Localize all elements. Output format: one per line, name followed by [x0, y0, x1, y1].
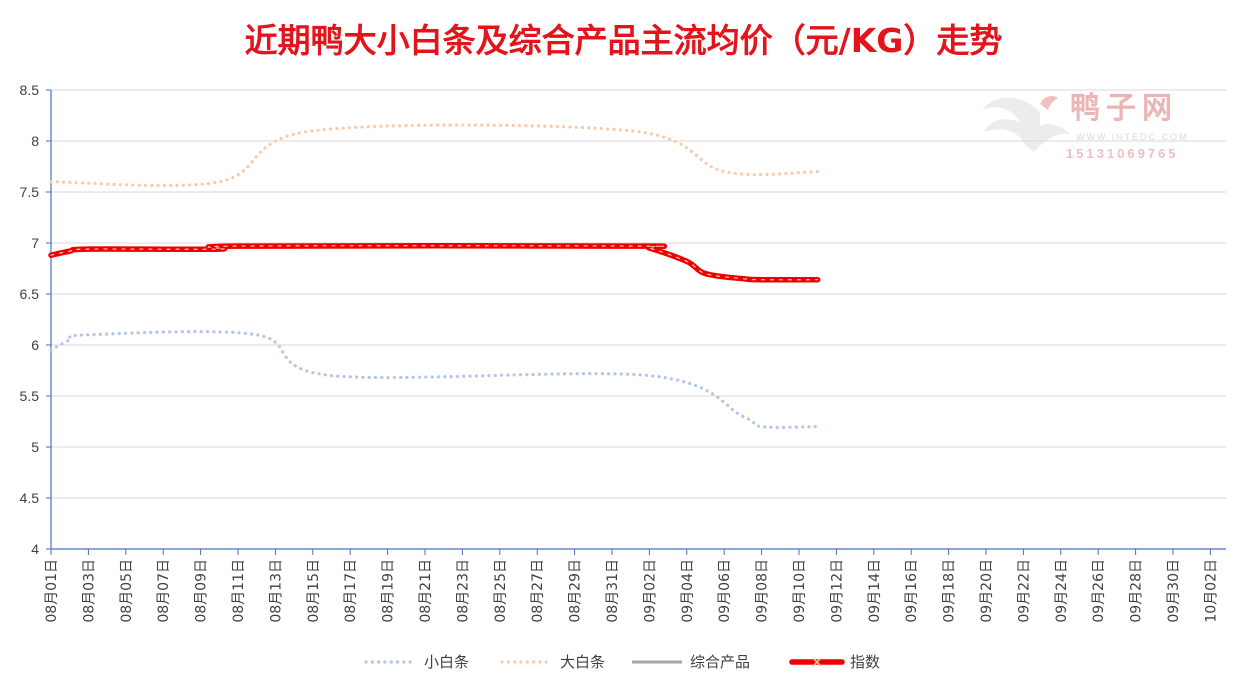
series-layer: [48, 123, 821, 429]
x-tick-label: 08月19日: [381, 559, 397, 623]
legend-marker: [812, 657, 822, 667]
series-1: [49, 329, 820, 429]
y-tick-label: 6: [31, 337, 39, 353]
y-tick-label: 5: [31, 439, 39, 455]
series-marker-overlay: [50, 245, 819, 281]
x-tick-label: 09月04日: [680, 559, 696, 623]
watermark-url: WWW.INTEDC.COM: [1076, 132, 1189, 142]
y-tick-label: 8: [31, 133, 39, 149]
legend-label: 综合产品: [690, 653, 750, 671]
x-tick-label: 09月08日: [755, 559, 771, 623]
legend-item-2: 大白条: [500, 653, 605, 671]
y-tick-label: 8.5: [20, 82, 40, 98]
x-tick-label: 08月01日: [44, 559, 60, 623]
x-tick-label: 09月26日: [1091, 559, 1107, 623]
watermark-cn: 鸭子网: [1070, 91, 1178, 126]
y-tick-label: 4.5: [20, 490, 40, 506]
x-tick-label: 09月16日: [904, 559, 920, 623]
y-tick-label: 7.5: [20, 184, 40, 200]
axis-layer: 8.5 8 7.5 7 6.5 6 5.5 5 4.5 4 08月01日 08月03日 08月05日 08…: [20, 82, 1226, 623]
x-tick-label: 08月21日: [418, 559, 434, 623]
chart-title: 近期鸭大小白条及综合产品主流均价（元/KG）走势: [244, 21, 1003, 60]
legend-item-4: 指数: [789, 653, 880, 671]
x-tick-label: 08月25日: [493, 559, 509, 623]
legend-label: 大白条: [560, 653, 605, 671]
watermark-tel: 15131069765: [1066, 146, 1179, 161]
x-tick-label: 09月20日: [979, 559, 995, 623]
y-tick-label: 7: [31, 235, 39, 251]
x-tick-label: 08月11日: [231, 559, 247, 623]
x-tick-label: 09月06日: [717, 559, 733, 623]
series-line: [48, 243, 821, 283]
x-tick-label: 08月03日: [81, 559, 97, 623]
x-tick-label: 09月02日: [642, 559, 658, 623]
y-tick-label: 6.5: [20, 286, 40, 302]
legend-item-1: 小白条: [364, 653, 469, 671]
x-tick-label: 09月22日: [1016, 559, 1032, 623]
x-tick-label: 08月15日: [306, 559, 322, 623]
y-tick-label: 4: [31, 541, 39, 557]
series-4: [48, 243, 821, 283]
legend: 小白条 大白条 综合产品 指数: [364, 653, 880, 671]
grid-layer: [51, 89, 1226, 499]
legend-label: 小白条: [424, 653, 469, 671]
x-tick-label: 09月30日: [1166, 559, 1182, 623]
x-tick-label: 08月13日: [268, 559, 284, 623]
watermark: 鸭子网 WWW.INTEDC.COM 15131069765: [982, 91, 1189, 161]
series-line: [49, 329, 820, 429]
x-tick-label: 09月28日: [1129, 559, 1145, 623]
x-tick-label: 09月18日: [942, 559, 958, 623]
series-2: [49, 123, 820, 188]
series-line: [49, 123, 820, 188]
y-tick-label: 5.5: [20, 388, 40, 404]
x-tick-label: 08月23日: [455, 559, 471, 623]
x-tick-label: 08月05日: [119, 559, 135, 623]
x-tick-label: 08月27日: [530, 559, 546, 623]
x-tick-label: 08月09日: [194, 559, 210, 623]
legend-label: 指数: [850, 653, 880, 671]
x-tick-label: 08月31日: [605, 559, 621, 623]
x-tick-label: 08月29日: [568, 559, 584, 623]
x-tick-label: 10月02日: [1203, 559, 1219, 623]
duck-logo-icon: [982, 96, 1070, 152]
x-tick-label: 09月24日: [1054, 559, 1070, 623]
legend-item-3: 综合产品: [632, 653, 750, 671]
x-tick-label: 08月17日: [343, 559, 359, 623]
x-tick-label: 09月10日: [792, 559, 808, 623]
x-tick-label: 09月12日: [829, 559, 845, 623]
x-tick-label: 08月07日: [156, 559, 172, 623]
x-tick-label: 09月14日: [867, 559, 883, 623]
